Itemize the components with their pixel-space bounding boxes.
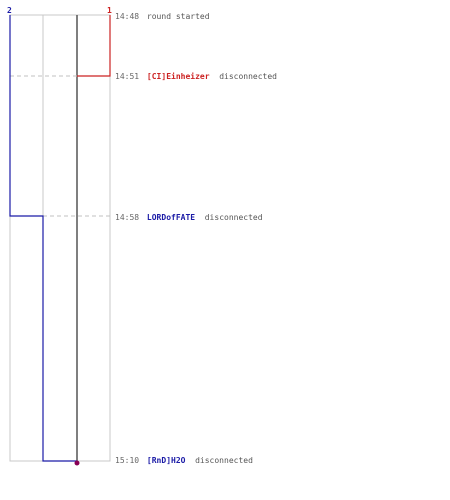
event-player: LORDofFATE xyxy=(147,213,195,222)
grid-frame xyxy=(9,14,111,462)
event-description: disconnected xyxy=(200,213,263,222)
event-time: 14:48 xyxy=(115,12,139,21)
event-player: [RnD]H2O xyxy=(147,456,186,465)
event-time: 14:51 xyxy=(115,72,139,81)
team-1-line xyxy=(77,15,111,77)
event-log: 14:48 round started 14:51 [CI]Einheizer … xyxy=(115,12,277,465)
event-time: 14:58 xyxy=(115,213,139,222)
team-2-line xyxy=(9,15,77,462)
timeline-grid xyxy=(9,14,111,462)
event-player: [CI]Einheizer xyxy=(147,71,210,81)
event-time: 15:10 xyxy=(115,456,139,465)
event-description: round started xyxy=(147,12,210,21)
event-entry: 15:10 [RnD]H2O disconnected xyxy=(115,456,253,465)
event-description: disconnected xyxy=(190,456,253,465)
event-entry: 14:48 round started xyxy=(115,12,210,21)
team-2-label: 2 xyxy=(7,6,12,15)
event-entry: 14:51 [CI]Einheizer disconnected xyxy=(115,71,277,81)
event-description: disconnected xyxy=(214,72,277,81)
event-entry: 14:58 LORDofFATE disconnected xyxy=(115,213,263,222)
round-end-marker xyxy=(74,460,80,466)
team-1-label: 1 xyxy=(107,6,112,15)
